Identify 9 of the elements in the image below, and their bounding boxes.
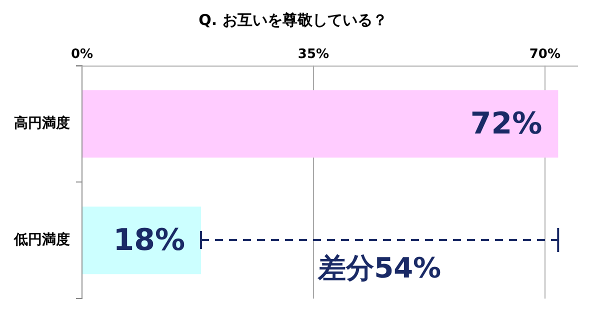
x-tick-label: 0% — [70, 47, 94, 62]
x-tick-label: 70% — [529, 47, 560, 62]
annotation: 差分54% — [317, 252, 442, 285]
chart-title: Q. お互いを尊敬している？ — [198, 10, 388, 29]
y-tick-label: 低円満度 — [13, 230, 70, 248]
data-label: 72% — [470, 106, 542, 142]
y-tick-label: 高円満度 — [14, 114, 70, 132]
data-label: 18% — [113, 223, 186, 258]
x-tick-label: 35% — [298, 47, 330, 62]
